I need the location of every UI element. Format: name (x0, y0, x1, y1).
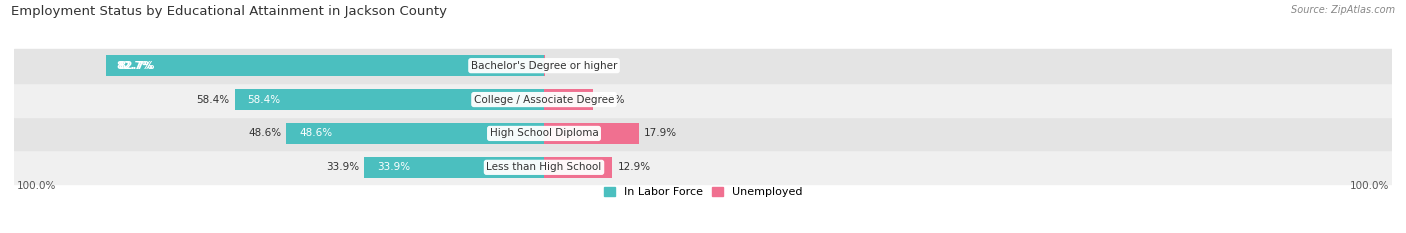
Bar (544, 123, 638, 144)
Bar (14, 116, 1392, 150)
Text: 0.2%: 0.2% (550, 61, 576, 71)
Bar (544, 89, 593, 110)
Text: 82.7%: 82.7% (117, 61, 153, 71)
Text: 100.0%: 100.0% (1350, 181, 1389, 191)
Text: 58.4%: 58.4% (195, 95, 229, 105)
Text: Employment Status by Educational Attainment in Jackson County: Employment Status by Educational Attainm… (11, 5, 447, 18)
Text: 12.9%: 12.9% (617, 162, 651, 172)
Text: Less than High School: Less than High School (486, 162, 602, 172)
Bar (14, 150, 1392, 184)
Text: Source: ZipAtlas.com: Source: ZipAtlas.com (1291, 5, 1395, 15)
Text: 17.9%: 17.9% (644, 128, 678, 138)
Text: 82.7%: 82.7% (118, 61, 155, 71)
Text: 48.6%: 48.6% (299, 128, 332, 138)
Text: 58.4%: 58.4% (247, 95, 280, 105)
Bar (14, 83, 1392, 116)
Bar (105, 55, 544, 76)
Text: 33.9%: 33.9% (377, 162, 411, 172)
Bar (364, 157, 544, 178)
Text: 33.9%: 33.9% (326, 162, 359, 172)
Text: College / Associate Degree: College / Associate Degree (474, 95, 614, 105)
Bar (14, 49, 1392, 83)
Bar (235, 89, 544, 110)
Legend: In Labor Force, Unemployed: In Labor Force, Unemployed (603, 187, 803, 197)
Text: High School Diploma: High School Diploma (489, 128, 599, 138)
Text: Bachelor's Degree or higher: Bachelor's Degree or higher (471, 61, 617, 71)
Bar (287, 123, 544, 144)
Bar (544, 157, 613, 178)
Text: 48.6%: 48.6% (247, 128, 281, 138)
Text: 9.2%: 9.2% (598, 95, 624, 105)
Text: 100.0%: 100.0% (17, 181, 56, 191)
